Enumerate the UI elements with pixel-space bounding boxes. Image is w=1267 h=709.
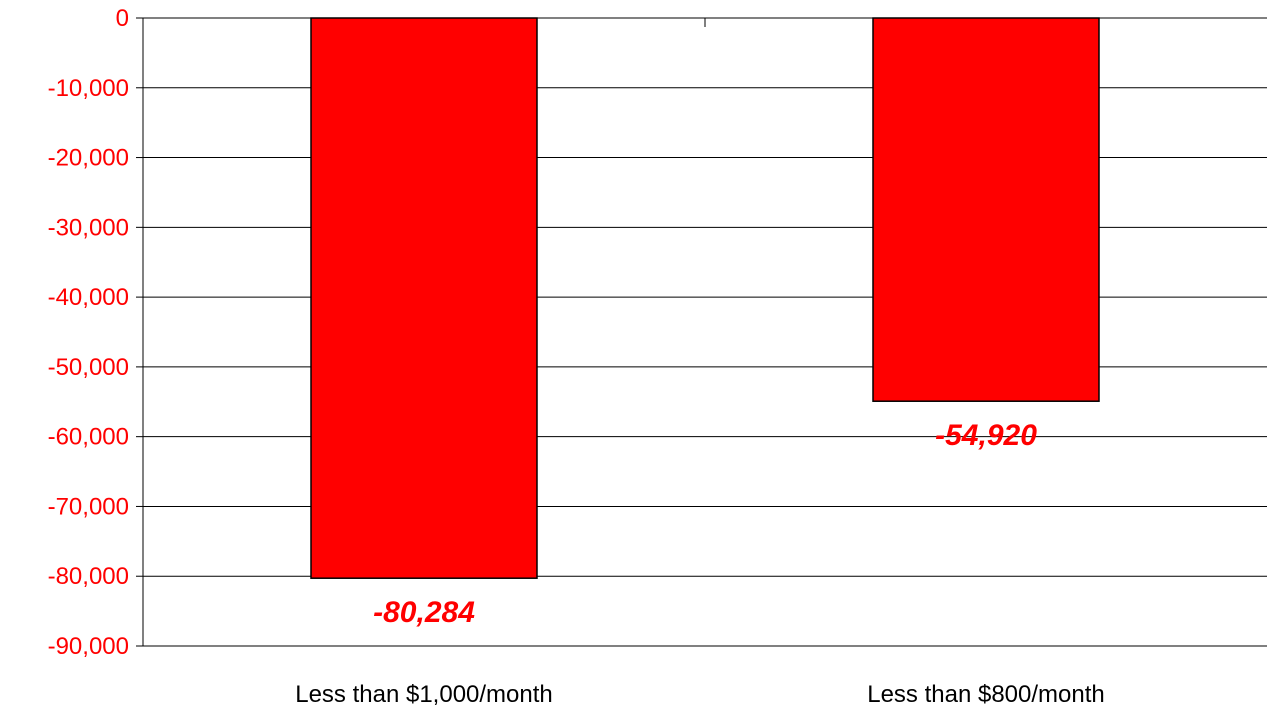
data-labels: -80,284 -54,920 bbox=[373, 419, 1037, 629]
y-tick-label: -80,000 bbox=[48, 563, 129, 590]
x-category-label: Less than $1,000/month bbox=[295, 681, 553, 708]
y-tick-label: -60,000 bbox=[48, 424, 129, 451]
bar bbox=[310, 17, 538, 579]
x-category-label: Less than $800/month bbox=[867, 681, 1105, 708]
y-tick-label: -50,000 bbox=[48, 354, 129, 381]
y-tick-label: -20,000 bbox=[48, 145, 129, 172]
axes bbox=[136, 17, 706, 647]
y-tick-label: -30,000 bbox=[48, 214, 129, 241]
bars bbox=[310, 17, 1100, 579]
y-tick-labels: 0 -10,000 -20,000 -30,000 -40,000 -50,000 -60,… bbox=[48, 5, 129, 660]
y-tick-label: -70,000 bbox=[48, 493, 129, 520]
category-labels: Less than $1,000/month Less than $800/mon… bbox=[295, 681, 1105, 708]
y-tick-label: -90,000 bbox=[48, 633, 129, 660]
bar bbox=[872, 17, 1100, 402]
y-tick-label: -10,000 bbox=[48, 75, 129, 102]
data-label: -54,920 bbox=[935, 419, 1037, 452]
data-label: -80,284 bbox=[373, 596, 475, 629]
y-tick-label: 0 bbox=[116, 5, 129, 32]
y-tick-label: -40,000 bbox=[48, 284, 129, 311]
